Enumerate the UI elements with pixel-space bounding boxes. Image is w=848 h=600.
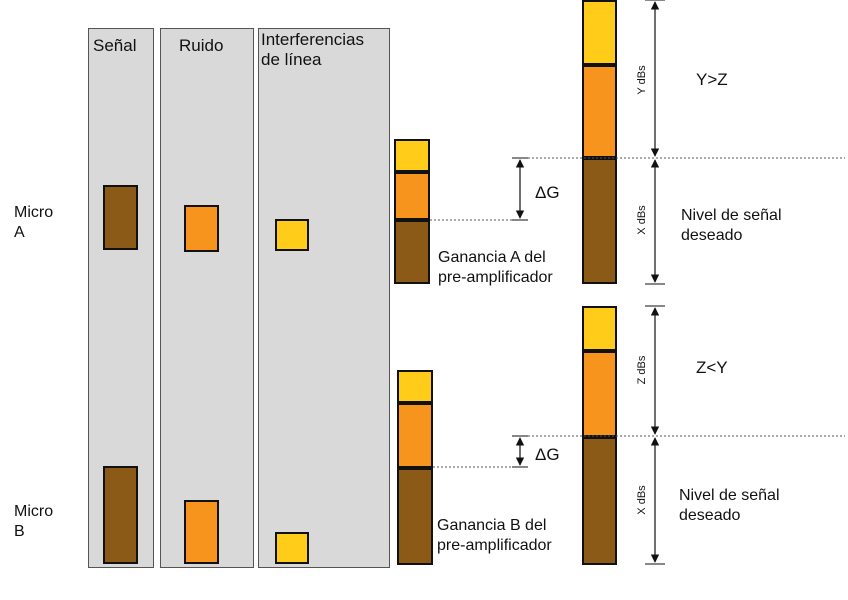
noise-header: Ruido <box>179 36 224 55</box>
mic-a-interference-block <box>275 219 309 251</box>
mic-a-noise-block <box>184 205 219 252</box>
y-dbs-label: Y dBs <box>636 65 648 95</box>
delta-g-a-label: ΔG <box>535 183 560 202</box>
mic-b-interference-block <box>275 532 309 564</box>
output-b-noise <box>582 351 617 437</box>
mic-a-signal-block <box>103 185 138 250</box>
preamp-a-signal <box>394 220 430 284</box>
y-gt-z-label: Y>Z <box>696 70 728 89</box>
mic-a-label: Micro A <box>14 204 54 241</box>
x-dbs-a-label: X dBs <box>636 205 648 235</box>
signal-header: Señal <box>93 36 137 55</box>
output-a-interference <box>582 0 617 65</box>
mic-b-signal-block <box>103 466 138 564</box>
noise-column <box>160 28 254 568</box>
interference-header: Interferencias de línea <box>261 30 364 69</box>
delta-g-b-label: ΔG <box>535 445 560 464</box>
preamp-a-noise <box>394 172 430 220</box>
z-dbs-label: Z dBs <box>636 355 648 385</box>
desired-level-a-caption: Nivel de señal deseado <box>681 207 782 244</box>
x-dbs-b-label: X dBs <box>636 485 648 515</box>
mic-b-noise-block <box>184 500 219 564</box>
mic-b-label: Micro B <box>14 503 54 540</box>
output-b-interference <box>582 306 617 351</box>
preamp-b-noise <box>397 403 433 468</box>
z-lt-y-label: Z<Y <box>696 358 728 377</box>
gain-b-caption: Ganancia B del pre-amplificador <box>437 517 552 554</box>
output-a-signal <box>582 158 617 284</box>
preamp-a-interference <box>394 139 430 172</box>
preamp-b-signal <box>397 468 433 565</box>
output-b-signal <box>582 437 617 565</box>
interference-column <box>258 28 390 568</box>
preamp-b-interference <box>397 370 433 403</box>
gain-a-caption: Ganancia A del pre-amplificador <box>438 249 553 286</box>
output-a-noise <box>582 65 617 158</box>
desired-level-b-caption: Nivel de señal deseado <box>679 487 780 524</box>
